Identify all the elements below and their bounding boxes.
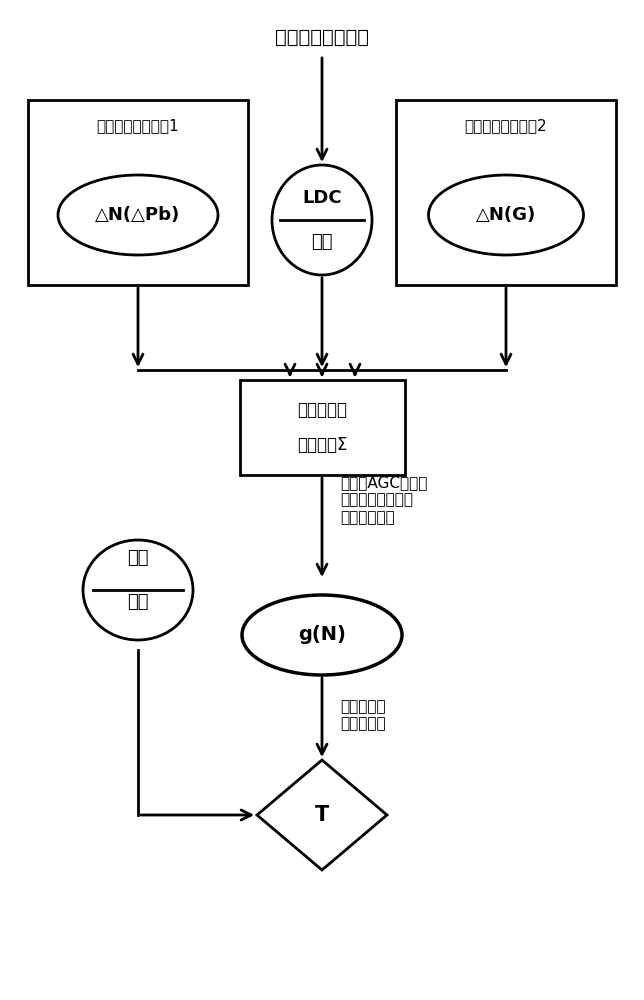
Text: 输出: 输出 [311, 233, 333, 251]
Text: 调度给定负荷指令: 调度给定负荷指令 [275, 28, 369, 47]
Text: 功率控制加法模块1: 功率控制加法模块1 [97, 118, 179, 133]
Text: g(N): g(N) [298, 626, 346, 645]
Text: 法总模块Σ: 法总模块Σ [298, 436, 348, 454]
Text: 压力: 压力 [128, 593, 149, 611]
Text: 取代原AGC指令作
为新负荷指令进行
主汽压力设定: 取代原AGC指令作 为新负荷指令进行 主汽压力设定 [340, 475, 428, 525]
Text: LDC: LDC [302, 189, 342, 207]
Text: 功率控制加法模块2: 功率控制加法模块2 [465, 118, 547, 133]
Text: T: T [315, 805, 329, 825]
Text: △N(△Pb): △N(△Pb) [95, 206, 180, 224]
Text: 主汽压力逻
辑设置模块: 主汽压力逻 辑设置模块 [340, 699, 386, 731]
Text: 功率控制加: 功率控制加 [298, 401, 348, 419]
Text: △N(G): △N(G) [476, 206, 536, 224]
Text: 主汽: 主汽 [128, 549, 149, 567]
